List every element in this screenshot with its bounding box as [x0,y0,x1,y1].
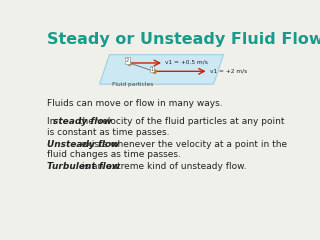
Text: is constant as time passes.: is constant as time passes. [47,128,170,137]
Polygon shape [100,55,224,84]
Text: the velocity of the fluid particles at any point: the velocity of the fluid particles at a… [76,117,285,126]
Text: Fluids can move or flow in many ways.: Fluids can move or flow in many ways. [47,99,223,108]
Text: steady flow: steady flow [53,117,112,126]
Text: Turbulent flow: Turbulent flow [47,162,121,171]
Text: fluid changes as time passes.: fluid changes as time passes. [47,150,181,159]
Text: In: In [47,117,59,126]
Text: Steady or Unsteady Fluid Flow: Steady or Unsteady Fluid Flow [47,32,320,48]
Text: is an extreme kind of unsteady flow.: is an extreme kind of unsteady flow. [79,162,247,171]
Text: Fluid particles: Fluid particles [112,82,153,87]
Text: v1 = +2 m/s: v1 = +2 m/s [210,68,247,73]
Text: 2: 2 [126,58,129,63]
Text: v1 = +0.5 m/s: v1 = +0.5 m/s [165,60,208,65]
Text: Unsteady flow: Unsteady flow [47,140,120,149]
Text: exists whenever the velocity at a point in the: exists whenever the velocity at a point … [78,140,288,149]
Text: 1: 1 [150,66,154,72]
